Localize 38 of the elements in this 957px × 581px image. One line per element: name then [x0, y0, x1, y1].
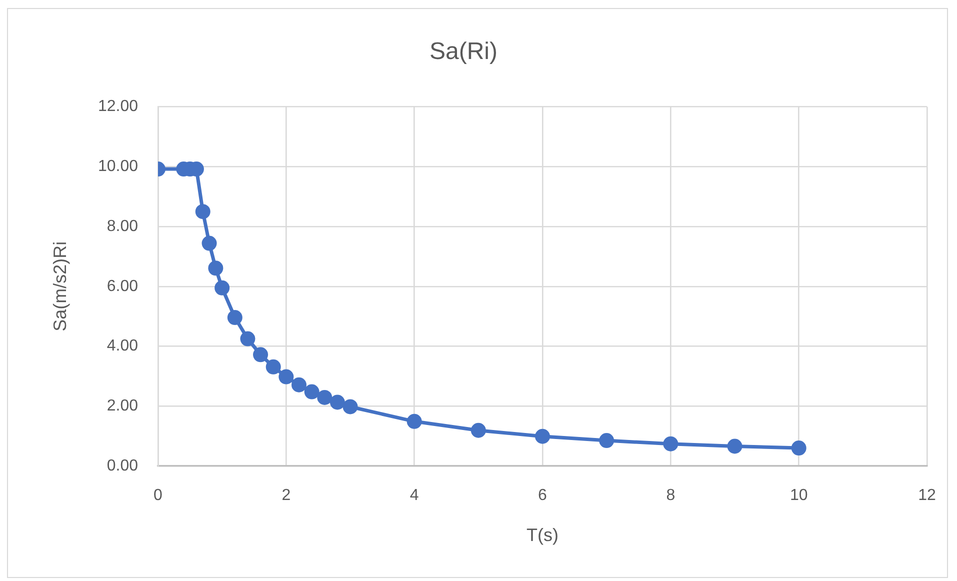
- y-tick-label: 12.00: [98, 98, 138, 116]
- chart-title: Sa(Ri): [429, 38, 498, 66]
- point: [304, 384, 320, 400]
- point: [599, 433, 614, 448]
- x-tick-label: 12: [918, 487, 936, 504]
- point: [227, 310, 242, 326]
- point: [278, 369, 294, 384]
- x-tick-label: 10: [790, 487, 808, 504]
- point: [195, 204, 210, 220]
- point: [253, 347, 268, 362]
- point: [535, 428, 550, 444]
- y-tick-label: 10.00: [98, 158, 138, 176]
- y-tick-label: 2.00: [106, 398, 138, 415]
- point: [291, 377, 306, 392]
- point: [663, 436, 678, 452]
- point: [342, 399, 358, 414]
- y-tick-label: 6.00: [106, 278, 138, 295]
- point: [266, 359, 281, 374]
- point: [317, 390, 332, 405]
- point: [727, 438, 742, 454]
- y-tick-label: 8.00: [106, 218, 138, 235]
- point: [470, 422, 486, 438]
- point: [791, 440, 806, 456]
- y-tick-label: 0.00: [106, 457, 138, 474]
- x-tick-label: 2: [282, 487, 291, 504]
- x-tick-label: 6: [538, 487, 548, 504]
- y-axis-title: Sa(m/s2)Ri: [50, 241, 70, 332]
- point: [208, 260, 224, 276]
- point: [214, 280, 230, 296]
- point: [202, 236, 217, 251]
- point: [406, 414, 422, 429]
- point: [330, 394, 345, 410]
- x-axis-title: T(s): [526, 525, 558, 546]
- x-tick-label: 0: [154, 487, 163, 504]
- x-tick-label: 8: [666, 487, 676, 504]
- point: [240, 331, 256, 346]
- x-tick-label: 4: [410, 487, 419, 504]
- y-tick-label: 4.00: [106, 338, 138, 355]
